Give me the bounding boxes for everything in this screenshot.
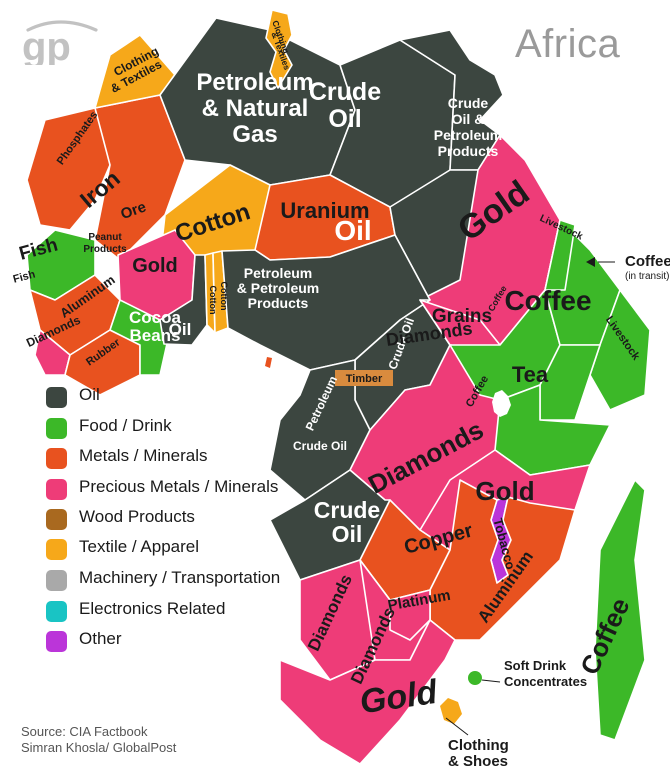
svg-text:& Shoes: & Shoes xyxy=(448,753,508,770)
svg-text:Timber: Timber xyxy=(346,373,383,385)
svg-text:Cotton: Cotton xyxy=(219,282,229,311)
svg-text:Grains: Grains xyxy=(432,306,492,327)
svg-text:Petroleum: Petroleum xyxy=(244,265,312,281)
svg-text:Products: Products xyxy=(438,143,499,159)
svg-text:Cotton: Cotton xyxy=(208,286,218,315)
svg-text:Gas: Gas xyxy=(232,121,277,148)
svg-text:Clothing: Clothing xyxy=(448,737,509,754)
svg-text:Oil: Oil xyxy=(169,320,192,339)
svg-text:Gold: Gold xyxy=(132,255,178,277)
svg-text:Soft Drink: Soft Drink xyxy=(504,658,567,673)
svg-text:Petroleum: Petroleum xyxy=(434,127,502,143)
svg-text:Products: Products xyxy=(83,244,127,255)
svg-text:Oil: Oil xyxy=(332,521,363,547)
svg-text:Concentrates: Concentrates xyxy=(504,674,587,689)
svg-text:Oil &: Oil & xyxy=(452,111,485,127)
svg-text:Crude Oil: Crude Oil xyxy=(293,439,347,453)
svg-text:Oil: Oil xyxy=(328,105,361,133)
svg-text:Coffee: Coffee xyxy=(504,285,591,316)
svg-text:Oil: Oil xyxy=(334,215,371,246)
svg-text:Tea: Tea xyxy=(512,362,549,387)
svg-text:gp: gp xyxy=(22,25,71,65)
svg-text:Petroleum: Petroleum xyxy=(196,69,313,96)
svg-text:Products: Products xyxy=(248,295,309,311)
svg-text:Crude: Crude xyxy=(448,95,489,111)
svg-text:Gold: Gold xyxy=(475,476,534,506)
svg-text:Crude: Crude xyxy=(314,497,380,523)
svg-text:Coffee: Coffee xyxy=(625,253,670,270)
svg-text:& Petroleum: & Petroleum xyxy=(237,280,319,296)
svg-text:Crude: Crude xyxy=(309,78,381,106)
svg-text:Peanut: Peanut xyxy=(88,232,122,243)
svg-text:(in transit): (in transit) xyxy=(625,271,669,282)
svg-text:& Natural: & Natural xyxy=(202,95,309,122)
